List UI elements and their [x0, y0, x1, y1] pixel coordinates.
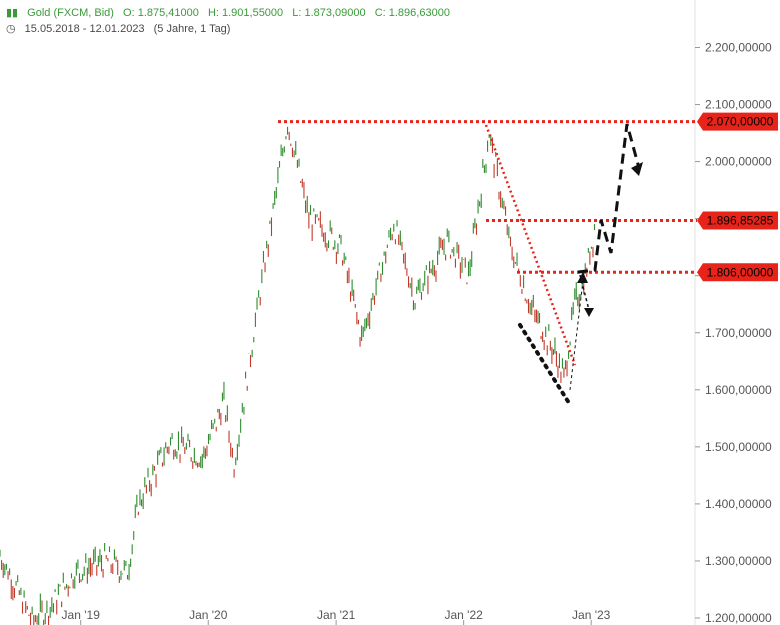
- thin-dashed-rise: [569, 271, 585, 391]
- x-tick-label: Jan '19: [62, 608, 101, 622]
- clock-icon: ◷: [6, 23, 16, 35]
- x-tick-label: Jan '22: [444, 608, 483, 622]
- trend-annotations: [484, 123, 643, 405]
- chart-header-period: ◷ 15.05.2018 - 12.01.2023 (5 Jahre, 1 Ta…: [6, 22, 236, 35]
- open-value: O: 1.875,41000: [123, 7, 199, 19]
- period-range: 15.05.2018 - 12.01.2023: [24, 23, 145, 35]
- bottom-trend-dots: [518, 323, 571, 405]
- rise-arrow-head: [577, 272, 588, 283]
- level-price-tag: [697, 211, 778, 230]
- x-tick-label: Jan '23: [572, 608, 611, 622]
- y-tick-label: 2.100,00000: [705, 98, 772, 112]
- projection-path: [577, 123, 641, 274]
- y-tick-label: 1.300,00000: [705, 554, 772, 568]
- chart-header-ohlc: ▮▮ Gold (FXCM, Bid) O: 1.875,41000 H: 1.…: [6, 6, 456, 19]
- level-price-label: 1.896,85285: [707, 213, 774, 227]
- price-series: [0, 126, 596, 625]
- high-value: H: 1.901,55000: [207, 7, 284, 19]
- horizontal-levels: 2.070,00000 1.896,85285 1.806,00000: [278, 112, 778, 282]
- bar-chart-icon: ▮▮: [6, 7, 19, 19]
- projection-arrow-head: [631, 162, 643, 176]
- x-tick-label: Jan '20: [189, 608, 228, 622]
- y-tick-label: 2.200,00000: [705, 41, 772, 55]
- close-value: C: 1.896,63000: [374, 7, 450, 19]
- downtrend-line: [484, 124, 577, 366]
- period-span: (5 Jahre, 1 Tag): [153, 23, 231, 35]
- y-tick-label: 1.700,00000: [705, 326, 772, 340]
- x-tick-label: Jan '21: [317, 608, 356, 622]
- level-price-label: 1.806,00000: [707, 265, 774, 279]
- level-price-label: 2.070,00000: [707, 115, 774, 129]
- small-arrow-head: [584, 308, 594, 317]
- y-tick-label: 1.200,00000: [705, 611, 772, 625]
- level-price-tag: [697, 112, 778, 131]
- level-price-tag: [697, 263, 778, 282]
- y-tick-label: 1.600,00000: [705, 383, 772, 397]
- low-value: L: 1.873,09000: [292, 7, 366, 19]
- x-axis: Jan '19 Jan '20 Jan '21 Jan '22 Jan '23: [62, 608, 611, 625]
- y-tick-label: 2.000,00000: [705, 155, 772, 169]
- instrument-label: Gold (FXCM, Bid): [27, 7, 114, 19]
- y-tick-label: 1.500,00000: [705, 440, 772, 454]
- y-tick-label: 1.400,00000: [705, 497, 772, 511]
